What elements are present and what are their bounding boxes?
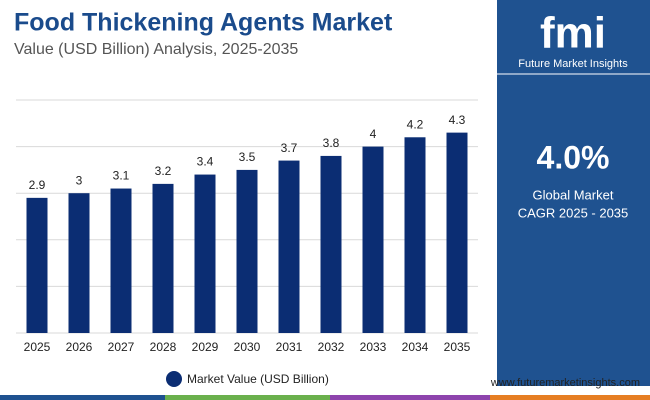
- data-label: 4.2: [407, 117, 424, 131]
- brand: Future Market Insights: [518, 58, 628, 70]
- stripe: [165, 395, 330, 400]
- data-label: 4.3: [449, 113, 466, 127]
- logo: fmi: [540, 9, 606, 58]
- cagr-label: CAGR 2025 - 2035: [518, 205, 629, 220]
- x-tick-label: 2033: [360, 340, 387, 354]
- x-tick-label: 2035: [444, 340, 471, 354]
- x-tick-label: 2027: [108, 340, 135, 354]
- bar: [446, 132, 468, 333]
- bar: [152, 183, 174, 333]
- stripe: [0, 395, 165, 400]
- x-tick-label: 2028: [150, 340, 177, 354]
- bar: [194, 174, 216, 333]
- data-label: 3.7: [281, 141, 298, 155]
- data-label: 2.9: [29, 178, 46, 192]
- stripe: [490, 395, 650, 400]
- cagr-value: 4.0%: [537, 139, 610, 175]
- bar: [236, 169, 258, 333]
- bar: [110, 188, 132, 333]
- bar: [404, 137, 426, 333]
- x-tick-label: 2030: [234, 340, 261, 354]
- data-label: 3.4: [197, 155, 214, 169]
- data-label: 3.8: [323, 136, 340, 150]
- bar: [68, 193, 90, 333]
- bar: [320, 155, 342, 333]
- chart-title: Food Thickening Agents Market: [14, 9, 393, 37]
- data-label: 3.1: [113, 169, 130, 183]
- cagr-label: Global Market: [533, 187, 614, 202]
- x-tick-label: 2026: [66, 340, 93, 354]
- legend-marker: [166, 371, 182, 387]
- x-tick-label: 2029: [192, 340, 219, 354]
- side-panel: [497, 0, 650, 386]
- x-tick-label: 2032: [318, 340, 345, 354]
- x-tick-label: 2034: [402, 340, 429, 354]
- x-tick-label: 2031: [276, 340, 303, 354]
- stripe: [330, 395, 490, 400]
- data-label: 3.2: [155, 164, 172, 178]
- legend-label: Market Value (USD Billion): [187, 372, 329, 386]
- website: www.futuremarketinsights.com: [490, 377, 640, 389]
- x-tick-label: 2025: [24, 340, 51, 354]
- data-label: 3: [76, 173, 83, 187]
- chart-subtitle: Value (USD Billion) Analysis, 2025-2035: [14, 41, 298, 58]
- data-label: 3.5: [239, 150, 256, 164]
- bar: [26, 197, 48, 333]
- bar: [278, 160, 300, 333]
- data-label: 4: [370, 127, 377, 141]
- bar: [362, 146, 384, 333]
